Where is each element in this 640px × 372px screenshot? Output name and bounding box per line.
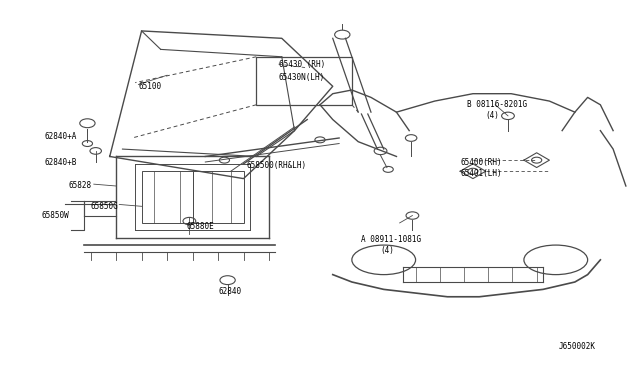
Text: 65850W: 65850W xyxy=(42,211,69,220)
Text: 65430N(LH): 65430N(LH) xyxy=(278,73,325,81)
Text: 62840+B: 62840+B xyxy=(45,157,77,167)
Text: 658500(RH&LH): 658500(RH&LH) xyxy=(246,161,307,170)
Text: 65430 (RH): 65430 (RH) xyxy=(278,60,325,69)
Text: 65401(LH): 65401(LH) xyxy=(460,169,502,177)
Text: (4): (4) xyxy=(486,111,500,121)
Text: 65880E: 65880E xyxy=(186,222,214,231)
Text: 65850G: 65850G xyxy=(91,202,118,211)
Text: 65100: 65100 xyxy=(138,82,161,91)
Text: 65828: 65828 xyxy=(68,182,92,190)
Text: A 08911-1081G: A 08911-1081G xyxy=(362,235,422,244)
Text: 65400(RH): 65400(RH) xyxy=(460,157,502,167)
Bar xyxy=(256,57,352,105)
Text: B 08116-8201G: B 08116-8201G xyxy=(467,100,527,109)
Text: 62840+A: 62840+A xyxy=(45,132,77,141)
Text: 62840: 62840 xyxy=(218,287,241,296)
Text: (4): (4) xyxy=(381,246,394,255)
Text: J650002K: J650002K xyxy=(559,342,596,351)
